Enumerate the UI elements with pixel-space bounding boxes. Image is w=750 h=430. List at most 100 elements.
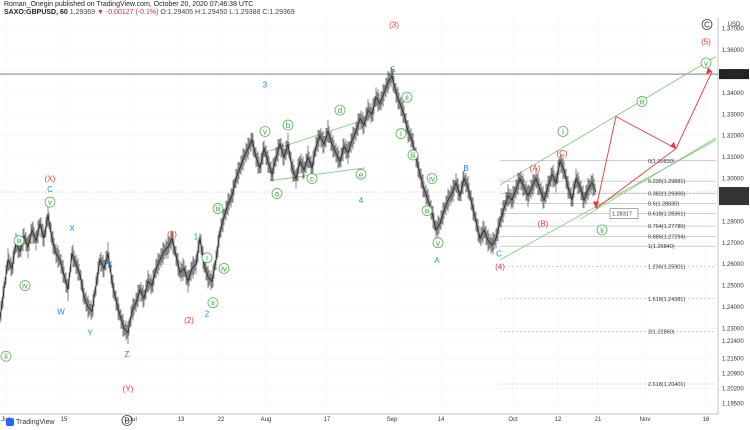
wave-label-circle <box>44 196 56 208</box>
y-tick-label: 1.28000 <box>722 219 744 225</box>
wave-label: (Y) <box>123 384 134 393</box>
x-tick-label: 17 <box>324 417 331 423</box>
wave-label: iv <box>22 282 28 291</box>
wave-label: iii <box>639 97 645 106</box>
wave-label: A <box>434 256 440 265</box>
wave-label: v <box>436 239 440 248</box>
chart-header: Roman_Onegin published on TradingView.co… <box>4 1 295 17</box>
wave-label: c <box>310 175 314 184</box>
y-tick-label: 1.19500 <box>722 401 744 407</box>
y-tick-label: 1.37000 <box>722 27 744 33</box>
x-tick-label: 16 <box>703 417 710 423</box>
y-tick-label: 1.31000 <box>722 155 744 161</box>
wave-label-circle <box>395 128 407 139</box>
wave-label-circle <box>19 280 31 291</box>
callout-label: 1.28317 <box>612 212 632 218</box>
wave-label: 3 <box>263 80 268 89</box>
fib-level-label: 0.618(1.28361) <box>648 212 685 218</box>
wave-label: B <box>463 164 468 173</box>
y-tick-label: 1.25000 <box>722 284 744 290</box>
fib-level-label: 0(1.30830) <box>648 159 675 165</box>
y-tick-label: 1.36000 <box>722 48 744 54</box>
wave-label: (3) <box>389 20 399 29</box>
wave-label: (C) <box>556 149 567 158</box>
footer: TradingView <box>6 418 55 426</box>
wave-label: (1) <box>167 230 177 239</box>
price-tag-label: 1.34879 <box>722 72 744 78</box>
fib-level-label: 0.764(1.27780) <box>648 224 685 230</box>
fib-level-label: 0.382(1.29300) <box>648 192 685 198</box>
fib-level-label: 2(1.22860) <box>648 329 675 335</box>
wave-label-circle <box>306 173 318 184</box>
x-tick-label: 12 <box>555 417 562 423</box>
channel-line <box>579 137 717 220</box>
price-tag-box <box>719 195 749 206</box>
x-tick-label: Aug <box>261 417 272 423</box>
wave-label-circle <box>596 224 608 236</box>
wave-label-circle <box>700 57 712 69</box>
y-tick-label: 1.32000 <box>722 134 744 140</box>
wave-label: iii <box>16 237 22 246</box>
wave-label-circle <box>121 415 133 426</box>
projection-alt-arrowhead <box>670 141 676 149</box>
wave-label-circle <box>282 119 294 131</box>
wave-label: a <box>275 190 280 199</box>
x-tick-label: 13 <box>178 417 185 423</box>
wave-label: (B) <box>538 219 549 228</box>
wave-label: iii <box>424 207 430 216</box>
y-tick-label: 1.34000 <box>722 91 744 97</box>
x-tick-label: 15 <box>61 417 68 423</box>
y-tick-label: 1.24000 <box>722 305 744 311</box>
wave-label-circle <box>271 188 283 199</box>
callout-box <box>609 208 639 219</box>
wave-label: e <box>359 170 364 179</box>
wave-label: X <box>107 260 113 269</box>
price-change: ▼ -0.00127 (-0.1%) <box>97 9 159 16</box>
y-tick-label: 1.21600 <box>722 356 744 362</box>
wave-label: ii <box>211 299 215 308</box>
wave-label-circle <box>701 19 713 30</box>
wave-label: 2 <box>205 309 210 318</box>
y-tick-label: 1.33000 <box>722 112 744 118</box>
fib-level-label: 2.618(1.20401) <box>648 382 685 388</box>
wave-label-circle <box>259 126 271 137</box>
wave-label: v <box>263 127 267 136</box>
symbol-label[interactable]: SAXO:GBPUSD, 60 <box>4 9 68 16</box>
fibonacci-levels: 0(1.30830) 0.236(1.29881) 0.382(1.29300) 0.… <box>0 73 718 388</box>
x-tick-label: Jul <box>129 417 137 423</box>
wave-label: (X) <box>45 175 56 184</box>
wave-label: C <box>47 185 53 194</box>
wave-label: 1 <box>194 232 199 241</box>
x-tick-label: 14 <box>438 417 445 423</box>
y-tick-label: 1.30000 <box>722 177 744 183</box>
channel-line <box>269 122 356 152</box>
x-tick-label: 21 <box>595 417 602 423</box>
wave-label-circle <box>334 104 346 116</box>
fib-level-label: 1.236(1.25901) <box>648 264 685 270</box>
wave-label: C <box>704 20 710 29</box>
fib-level-label: 0.886(1.27294) <box>648 234 685 240</box>
wave-label: i <box>400 130 402 139</box>
wave-label-circle <box>421 205 433 216</box>
price-series <box>0 67 597 345</box>
channel-line <box>269 167 366 182</box>
wave-label-circle <box>401 91 413 103</box>
time-axis[interactable]: Jun15Jul1322Aug17Sep14Oct1221Nov16 <box>0 413 718 423</box>
wave-label: 5 <box>391 65 396 74</box>
wave-label: ii <box>600 226 604 235</box>
projection-arrowhead <box>706 67 712 75</box>
wave-label: (2) <box>184 316 194 325</box>
x-tick-label: Nov <box>640 417 651 423</box>
wave-label-circle <box>13 235 25 246</box>
wave-labels: (X)CviiiivXWXYZ(Y)Bii(1)(2)12iiiiviii3vb… <box>0 19 713 426</box>
wave-label: iv <box>221 264 227 273</box>
wave-label: ii <box>405 93 409 102</box>
price-tag-label: 13:24 <box>722 198 738 204</box>
wave-label: v <box>48 198 52 207</box>
wave-label-circle <box>407 149 419 161</box>
x-tick-label: 22 <box>218 417 225 423</box>
wave-label: i <box>562 127 564 136</box>
brand-label: TradingView <box>16 418 55 426</box>
wave-label: Z <box>125 350 130 359</box>
